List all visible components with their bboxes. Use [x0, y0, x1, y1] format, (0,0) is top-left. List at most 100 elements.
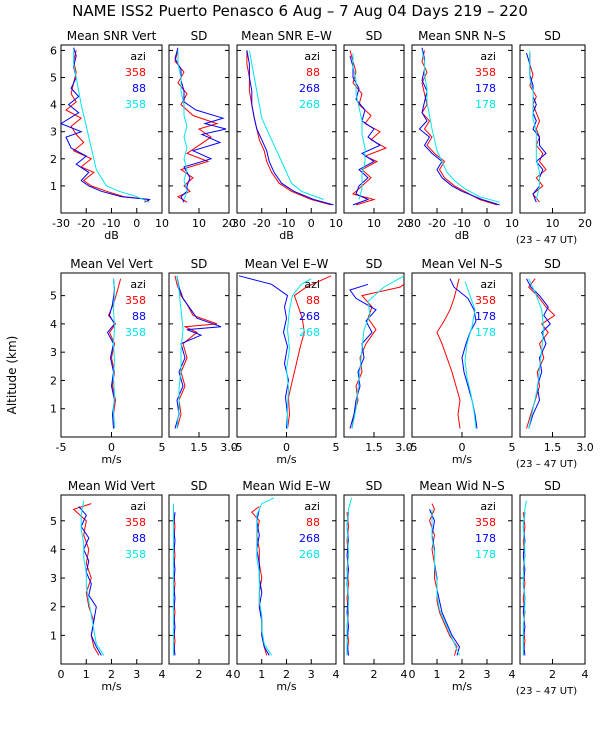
x-tick-label: 0: [484, 217, 491, 230]
legend-entry: 88: [132, 310, 146, 323]
series-line-1: [246, 50, 334, 206]
series-line-2: [80, 500, 105, 656]
panel-title: SD: [366, 479, 383, 493]
y-tick-label: 5: [50, 290, 57, 303]
panel-title: SD: [366, 29, 383, 43]
figure-title: NAME ISS2 Puerto Penasco 6 Aug – 7 Aug 0…: [72, 2, 528, 20]
panel-vel-6: Mean Vel Vert 1 2 3 4 5 -5 0 5 m/s azi 358 88 358: [50, 257, 166, 466]
y-tick-label: 2: [50, 601, 57, 614]
x-tick-label: 1: [258, 668, 265, 681]
series-line-1: [59, 47, 151, 203]
series-line-1: [256, 509, 270, 656]
panel-title: Mean Wid Vert: [68, 479, 155, 493]
x-tick-label: -5: [232, 441, 243, 454]
panel-title: SD: [366, 257, 383, 271]
series-line-0: [436, 278, 461, 429]
legend-entry: 268: [299, 82, 320, 95]
x-tick-label: -10: [278, 217, 296, 230]
legend-heading: azi: [304, 278, 320, 291]
legend-entry: 178: [475, 532, 496, 545]
x-tick-label: 0: [308, 217, 315, 230]
panel-frame: [343, 494, 405, 665]
panel-title: Mean Vel E–W: [245, 257, 329, 271]
series-line-1: [349, 283, 377, 429]
legend-entry: 178: [475, 82, 496, 95]
panel-snr-1: SD 10 20: [168, 29, 236, 230]
x-tick-label: 10: [505, 217, 519, 230]
time-range-note: (23 – 47 UT): [516, 235, 577, 246]
x-tick-label: -30: [403, 217, 421, 230]
series-line-0: [529, 53, 547, 203]
panel-snr-0: Mean SNR Vert 1 2 3 4 5 6 -30 -20 -10 0 10 dB azi 358 8…: [50, 29, 169, 242]
legend-heading: azi: [130, 278, 146, 291]
panel-wid-15: SD 2 4: [343, 479, 408, 681]
panel-vel-9: SD 1.5 3.0: [343, 257, 413, 454]
y-tick-label: 1: [50, 629, 57, 642]
panel-frame: [411, 494, 513, 665]
legend-entry: 268: [299, 98, 320, 111]
legend-entry: 358: [125, 326, 146, 339]
x-tick-label: 3.0: [395, 441, 413, 454]
x-axis-label: dB: [279, 229, 294, 242]
x-tick-label: 20: [578, 217, 592, 230]
x-tick-label: 2: [108, 668, 115, 681]
panel-frame: [519, 272, 586, 438]
legend-entry: 88: [132, 82, 146, 95]
panel-frame: [236, 494, 337, 665]
x-tick-label: 10: [329, 217, 343, 230]
series-line-2: [177, 50, 188, 200]
y-tick-label: 4: [50, 99, 57, 112]
series-line-2: [528, 278, 545, 429]
legend-entry: 358: [125, 516, 146, 529]
series-line-1: [349, 55, 382, 206]
x-tick-label: 3: [308, 668, 315, 681]
x-tick-label: -20: [77, 217, 95, 230]
series-line-1: [78, 506, 102, 656]
panel-title: Mean Vel Vert: [70, 257, 153, 271]
series-line-2: [285, 278, 312, 429]
legend-heading: azi: [130, 50, 146, 63]
x-tick-label: 20: [222, 217, 236, 230]
legend-entry: 358: [475, 66, 496, 79]
y-tick-label: 3: [50, 572, 57, 585]
x-axis-label: m/s: [276, 453, 296, 466]
series-line-2: [464, 281, 477, 429]
x-tick-label: -30: [52, 217, 70, 230]
x-tick-label: 0: [283, 441, 290, 454]
series-line-0: [351, 283, 405, 429]
legend-heading: azi: [480, 50, 496, 63]
x-tick-label: 0: [108, 441, 115, 454]
y-tick-label: 6: [50, 44, 57, 57]
panel-frame: [343, 272, 405, 438]
x-tick-label: 5: [159, 441, 166, 454]
x-tick-label: 3.0: [220, 441, 238, 454]
y-tick-label: 5: [50, 515, 57, 528]
x-tick-label: 0: [58, 668, 65, 681]
x-tick-label: 2: [283, 668, 290, 681]
y-tick-label: 4: [50, 543, 57, 556]
panel-title: SD: [191, 257, 208, 271]
panel-vel-7: SD 1.5 3.0: [168, 257, 238, 454]
legend-heading: azi: [480, 278, 496, 291]
legend-entry: 88: [306, 294, 320, 307]
panel-snr-5: SD 10 20(23 – 47 UT): [516, 29, 592, 246]
series-line-1: [429, 509, 461, 656]
legend-entry: 358: [125, 548, 146, 561]
panel-title: Mean SNR E–W: [241, 29, 332, 43]
x-tick-label: 1.5: [190, 441, 208, 454]
x-tick-label: 2: [371, 668, 378, 681]
legend-entry: 178: [475, 310, 496, 323]
series-line-2: [421, 50, 500, 203]
x-tick-label: 0: [409, 668, 416, 681]
x-tick-label: 3: [484, 668, 491, 681]
panel-title: Mean Wid E–W: [242, 479, 330, 493]
x-tick-label: -10: [453, 217, 471, 230]
x-tick-label: 1: [434, 668, 441, 681]
legend-heading: azi: [304, 500, 320, 513]
series-line-2: [522, 500, 527, 656]
legend-entry: 268: [299, 548, 320, 561]
series-line-2: [176, 275, 184, 429]
series-line-0: [526, 278, 556, 429]
panel-title: Mean SNR Vert: [67, 29, 157, 43]
